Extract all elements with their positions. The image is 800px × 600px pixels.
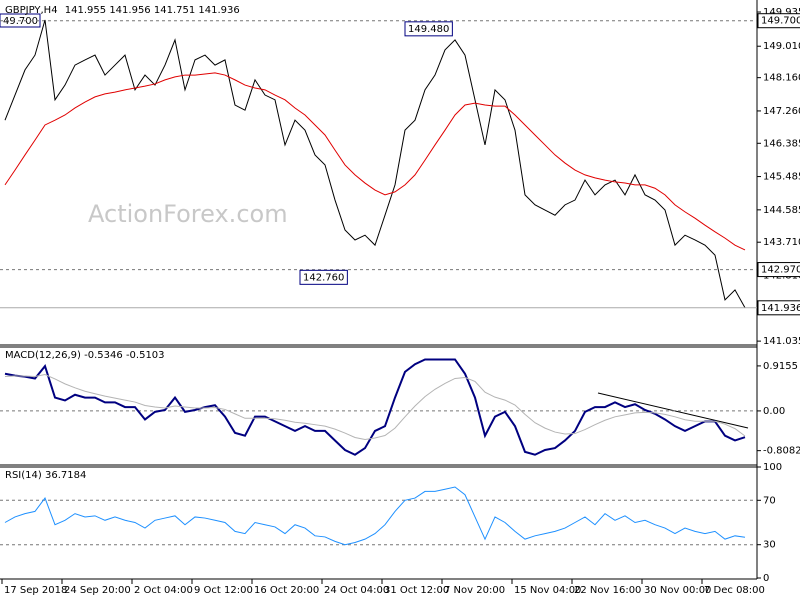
- header: GBPJPY,H4 141.955 141.956 141.751 141.93…: [5, 5, 240, 16]
- y-tick-label: 149.010: [763, 41, 800, 52]
- header-title: GBPJPY,H4: [5, 5, 58, 16]
- header-value: 141.955: [65, 5, 106, 16]
- y-tick-label: 147.260: [763, 106, 800, 117]
- header: MACD(12,26,9) -0.5346 -0.5103: [5, 350, 165, 361]
- series-line: [4, 486, 746, 546]
- x-tick-label: 9 Oct 12:00: [194, 585, 253, 596]
- level-label: 149.700: [761, 16, 800, 27]
- y-tick-label: 149.935: [763, 7, 800, 18]
- header-value: -0.5346: [84, 350, 123, 361]
- series-line: [4, 374, 746, 440]
- annotation: 142.760: [303, 272, 344, 283]
- x-tick-label: 2 Oct 04:00: [134, 585, 193, 596]
- header: RSI(14) 36.7184: [5, 470, 86, 481]
- x-tick-label: 15 Nov 04:00: [514, 585, 581, 596]
- header-value: 36.7184: [45, 470, 86, 481]
- y-tick-label: 0: [763, 573, 769, 584]
- level-label: 142.970: [761, 265, 800, 276]
- annotation: 149.480: [408, 24, 449, 35]
- annotation: 49.700: [3, 16, 38, 27]
- current-price-label: 141.936: [761, 303, 800, 314]
- y-tick-label: 145.485: [763, 172, 800, 183]
- y-tick-label: 148.160: [763, 73, 800, 84]
- x-tick-label: 17 Sep 2018: [4, 585, 67, 596]
- level-label-box: [757, 13, 800, 29]
- y-tick-label: 143.710: [763, 237, 800, 248]
- y-tick-label: 70: [763, 495, 776, 506]
- level-label-box: [757, 262, 800, 278]
- x-tick-label: 24 Sep 20:00: [64, 585, 131, 596]
- x-tick-label: 7 Nov 20:00: [444, 585, 505, 596]
- x-tick-label: 31 Oct 12:00: [384, 585, 449, 596]
- header-title: RSI(14): [5, 470, 42, 481]
- header-title: MACD(12,26,9): [5, 350, 81, 361]
- header-value: -0.5103: [126, 350, 165, 361]
- y-tick-label: 0.00: [763, 406, 785, 417]
- header-value: 141.956: [109, 5, 150, 16]
- x-tick-label: 24 Oct 04:00: [324, 585, 389, 596]
- x-tick-label: 30 Nov 00:00: [644, 585, 711, 596]
- y-tick-label: 144.585: [763, 205, 800, 216]
- x-tick-label: 16 Oct 20:00: [254, 585, 319, 596]
- watermark: ActionForex.com: [88, 200, 288, 228]
- series-line: [4, 72, 746, 251]
- x-tick-label: 22 Nov 16:00: [574, 585, 641, 596]
- y-tick-label: 0.9155: [763, 361, 798, 372]
- y-tick-label: 146.385: [763, 138, 800, 149]
- y-tick-label: 100: [763, 462, 782, 473]
- header-value: 141.751: [154, 5, 195, 16]
- x-tick-label: 7 Dec 08:00: [704, 585, 765, 596]
- y-tick-label: 141.035: [763, 336, 800, 347]
- header-value: 141.936: [198, 5, 239, 16]
- annotation-box: [299, 269, 348, 285]
- current-price-label-box: [757, 300, 800, 316]
- series-line: [4, 358, 746, 456]
- y-tick-label: 30: [763, 540, 776, 551]
- series-line: [4, 19, 746, 309]
- annotation-box: [404, 21, 453, 37]
- y-tick-label: -0.8082: [763, 446, 800, 457]
